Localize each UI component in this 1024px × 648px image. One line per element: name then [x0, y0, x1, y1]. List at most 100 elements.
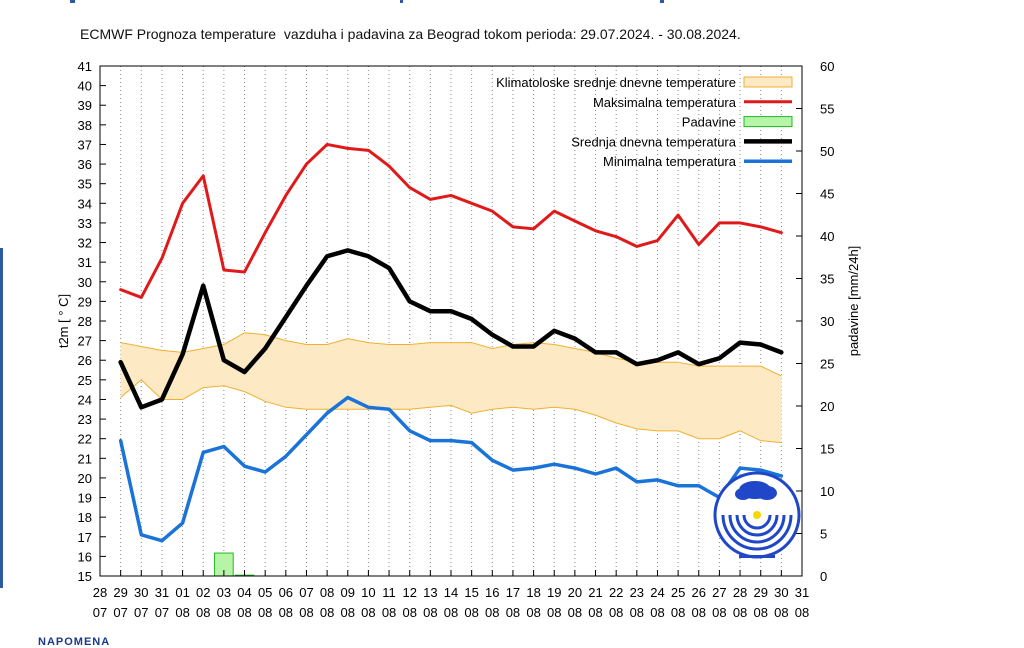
- y-tick-label-38: 38: [78, 118, 92, 133]
- x-tick-day-18: 15: [464, 585, 478, 600]
- y2-tick-label-25: 25: [820, 357, 834, 372]
- y2-tick-label-20: 20: [820, 399, 834, 414]
- x-tick-day-15: 12: [402, 585, 416, 600]
- x-tick-day-3: 31: [155, 585, 169, 600]
- legend-label-0: Klimatoloske srednje dnevne temperature: [496, 75, 736, 90]
- legend-label-3: Srednja dnevna temperatura: [571, 134, 737, 149]
- y2-tick-label-5: 5: [820, 527, 827, 542]
- x-tick-day-11: 08: [320, 585, 334, 600]
- y2-tick-label-10: 10: [820, 484, 834, 499]
- x-tick-day-22: 19: [547, 585, 561, 600]
- x-tick-day-29: 26: [692, 585, 706, 600]
- y2-tick-label-55: 55: [820, 102, 834, 117]
- x-tick-month-11: 08: [320, 605, 334, 620]
- chart-title: ECMWF Prognoza temperature vazduha i pad…: [80, 26, 741, 42]
- x-tick-day-7: 04: [237, 585, 251, 600]
- x-tick-day-27: 24: [650, 585, 664, 600]
- y-tick-label-25: 25: [78, 373, 92, 388]
- climatology-band-upper: [120, 332, 782, 377]
- x-tick-month-22: 08: [547, 605, 561, 620]
- y-tick-label-16: 16: [78, 549, 92, 564]
- x-tick-month-7: 08: [237, 605, 251, 620]
- x-tick-month-28: 08: [671, 605, 685, 620]
- x-tick-month-31: 08: [733, 605, 747, 620]
- y-tick-label-31: 31: [78, 255, 92, 270]
- y2-tick-label-45: 45: [820, 187, 834, 202]
- series-line-maksimalna-temperatura: [119, 142, 783, 299]
- x-tick-month-9: 08: [279, 605, 293, 620]
- x-tick-month-12: 08: [341, 605, 355, 620]
- climatology-band-lower: [120, 379, 782, 444]
- series-line-minimalna-temperatura: [118, 395, 784, 543]
- y-tick-label-34: 34: [78, 196, 92, 211]
- x-tick-day-24: 21: [588, 585, 602, 600]
- y-tick-label-28: 28: [78, 314, 92, 329]
- x-tick-day-9: 06: [279, 585, 293, 600]
- logo-arc-3: [742, 514, 772, 530]
- y-tick-label-29: 29: [78, 294, 92, 309]
- y-tick-label-35: 35: [78, 177, 92, 192]
- x-tick-month-33: 08: [774, 605, 788, 620]
- climatology-band-area: [120, 332, 782, 443]
- logo-arc-2: [735, 514, 779, 537]
- y-tick-label-15: 15: [78, 569, 92, 584]
- x-tick-month-30: 08: [712, 605, 726, 620]
- y-tick-label-24: 24: [78, 392, 92, 407]
- x-tick-day-30: 27: [712, 585, 726, 600]
- y-tick-label-39: 39: [78, 98, 92, 113]
- x-tick-day-1: 29: [113, 585, 127, 600]
- x-tick-month-3: 07: [155, 605, 169, 620]
- logo-cloud-3: [735, 488, 751, 500]
- y-tick-label-22: 22: [78, 432, 92, 447]
- top-edge-fragment-mid: [400, 0, 403, 3]
- left-edge-bar: [0, 248, 3, 588]
- logo-sun: [753, 511, 761, 519]
- x-tick-month-2: 07: [134, 605, 148, 620]
- logo-arc-1: [728, 514, 786, 544]
- x-tick-month-21: 08: [526, 605, 540, 620]
- x-tick-month-14: 08: [382, 605, 396, 620]
- x-tick-month-27: 08: [650, 605, 664, 620]
- x-tick-day-16: 13: [423, 585, 437, 600]
- y2-tick-label-40: 40: [820, 229, 834, 244]
- y2-tick-label-50: 50: [820, 144, 834, 159]
- x-tick-day-25: 22: [609, 585, 623, 600]
- y-tick-label-26: 26: [78, 353, 92, 368]
- series-line-srednja-dnevna-temperatura: [118, 248, 784, 410]
- x-tick-day-21: 18: [526, 585, 540, 600]
- precipitation-bars: [214, 552, 255, 577]
- x-tick-day-28: 25: [671, 585, 685, 600]
- x-tick-day-5: 02: [196, 585, 210, 600]
- y2-tick-label-0: 0: [820, 569, 827, 584]
- x-tick-month-13: 08: [361, 605, 375, 620]
- y2-tick-label-35: 35: [820, 272, 834, 287]
- x-tick-month-32: 08: [753, 605, 767, 620]
- top-edge-fragment-right: [660, 0, 664, 3]
- x-tick-day-26: 23: [630, 585, 644, 600]
- x-tick-day-23: 20: [568, 585, 582, 600]
- x-tick-month-1: 07: [113, 605, 127, 620]
- rhmz-logo: [713, 471, 801, 559]
- y-tick-label-23: 23: [78, 412, 92, 427]
- y-tick-label-37: 37: [78, 137, 92, 152]
- x-tick-month-4: 08: [175, 605, 189, 620]
- x-tick-month-6: 08: [217, 605, 231, 620]
- x-tick-day-4: 01: [175, 585, 189, 600]
- y-tick-label-17: 17: [78, 530, 92, 545]
- x-tick-month-17: 08: [444, 605, 458, 620]
- x-tick-month-19: 08: [485, 605, 499, 620]
- legend: Klimatoloske srednje dnevne temperature M…: [496, 75, 793, 169]
- climatology-band: [120, 332, 782, 444]
- x-tick-month-16: 08: [423, 605, 437, 620]
- x-tick-day-13: 10: [361, 585, 375, 600]
- x-tick-day-32: 29: [753, 585, 767, 600]
- x-tick-day-2: 30: [134, 585, 148, 600]
- y-tick-label-20: 20: [78, 471, 92, 486]
- logo-arc-0: [721, 514, 793, 551]
- x-tick-day-33: 30: [774, 585, 788, 600]
- x-tick-day-0: 28: [93, 585, 107, 600]
- x-tick-month-10: 08: [299, 605, 313, 620]
- legend-swatch-0: [743, 76, 793, 88]
- y2-tick-label-15: 15: [820, 442, 834, 457]
